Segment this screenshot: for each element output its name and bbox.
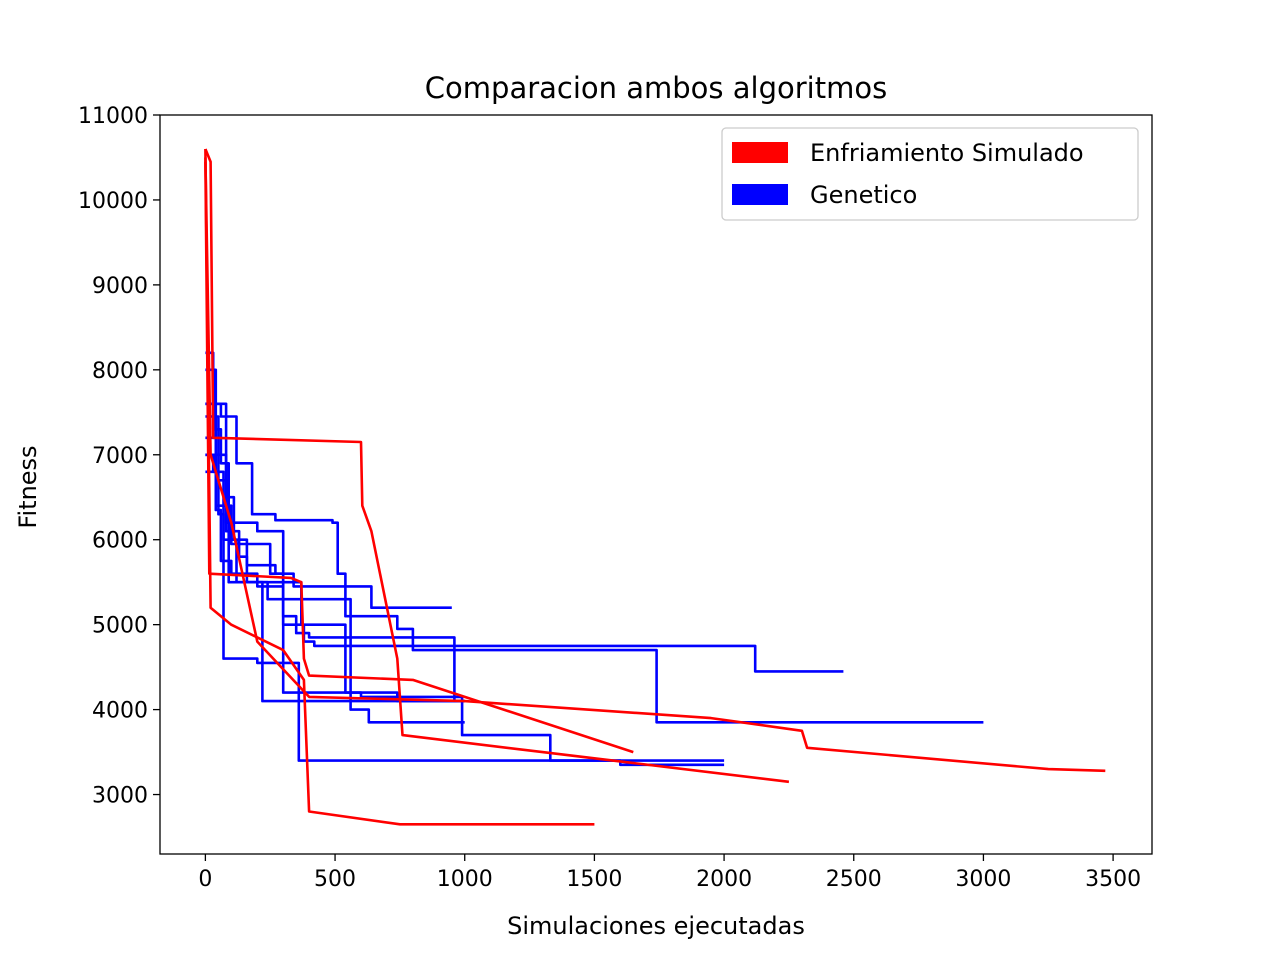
legend: Enfriamiento Simulado Genetico [721, 127, 1139, 221]
series-line-enfriamiento-10 [204, 161, 634, 754]
x-tick-label: 0 [198, 867, 212, 892]
series-line-genetico-4 [205, 415, 452, 610]
y-tick-label: 6000 [92, 529, 148, 554]
x-axis-label: Simulaciones ejecutadas [507, 912, 805, 940]
x-tick-label: 1000 [437, 867, 493, 892]
x-tick-label: 500 [314, 867, 356, 892]
series-line-genetico-2 [205, 436, 465, 724]
x-tick-label: 3500 [1085, 867, 1141, 892]
y-tick-label: 10000 [78, 189, 148, 214]
series-line-enfriamiento-12 [204, 157, 1106, 773]
y-tick-label: 11000 [78, 104, 148, 129]
y-tick-label: 3000 [92, 784, 148, 809]
plot-frame [159, 114, 1153, 855]
y-tick-label: 5000 [92, 614, 148, 639]
y-tick-label: 8000 [92, 359, 148, 384]
x-axis-ticks: 0 500 1000 1500 2000 2500 3000 3500 [198, 854, 1141, 892]
x-tick-label: 2500 [826, 867, 882, 892]
x-tick-label: 1500 [566, 867, 622, 892]
y-axis-label: Fitness [14, 445, 42, 528]
series-line-enfriamiento-11 [204, 148, 595, 826]
x-tick-label: 2000 [696, 867, 752, 892]
x-tick-label: 3000 [955, 867, 1011, 892]
legend-label-enfriamiento: Enfriamiento Simulado [810, 139, 1084, 167]
series-line-genetico-8 [205, 368, 725, 767]
chart-title: Comparacion ambos algoritmos [425, 71, 887, 105]
y-axis-ticks: 3000 4000 5000 6000 7000 8000 9000 10000 11000 [78, 104, 160, 809]
legend-swatch-enfriamiento [732, 142, 788, 163]
plot-lines [204, 148, 1106, 826]
series-line-genetico-0 [205, 470, 465, 703]
legend-swatch-genetico [732, 184, 788, 205]
y-tick-label: 7000 [92, 444, 148, 469]
legend-box [721, 127, 1139, 221]
series-line-genetico-5 [205, 402, 984, 724]
y-tick-label: 4000 [92, 699, 148, 724]
y-tick-label: 9000 [92, 274, 148, 299]
series-line-enfriamiento-9 [204, 148, 790, 784]
legend-label-genetico: Genetico [810, 181, 917, 209]
